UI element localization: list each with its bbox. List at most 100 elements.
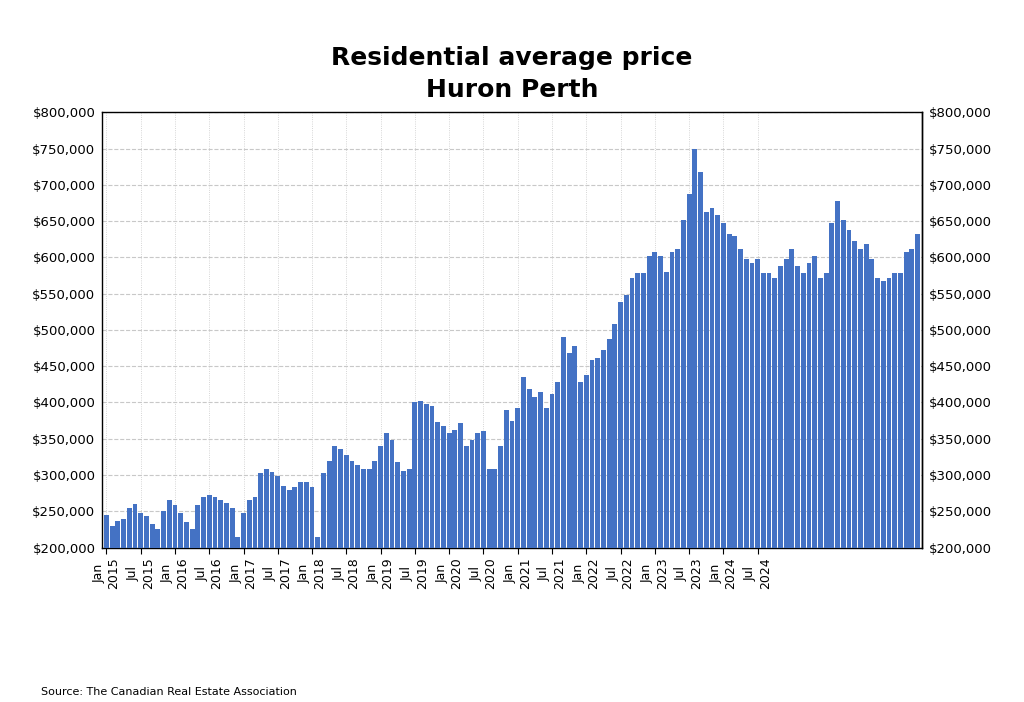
Bar: [253, 497, 257, 693]
Bar: [110, 526, 115, 693]
Bar: [836, 201, 840, 693]
Bar: [161, 511, 166, 693]
Bar: [361, 469, 366, 693]
Bar: [384, 433, 389, 693]
Text: Residential average price: Residential average price: [332, 46, 692, 70]
Bar: [430, 406, 434, 693]
Bar: [606, 338, 611, 693]
Bar: [715, 216, 720, 693]
Bar: [756, 259, 760, 693]
Bar: [670, 251, 675, 693]
Bar: [652, 251, 657, 693]
Bar: [687, 194, 691, 693]
Bar: [389, 440, 394, 693]
Bar: [783, 259, 788, 693]
Bar: [681, 220, 686, 693]
Bar: [635, 273, 640, 693]
Bar: [424, 404, 429, 693]
Bar: [539, 392, 543, 693]
Bar: [224, 503, 228, 693]
Bar: [446, 433, 452, 693]
Bar: [304, 482, 309, 693]
Bar: [475, 433, 480, 693]
Text: Huron Perth: Huron Perth: [426, 78, 598, 102]
Bar: [150, 524, 155, 693]
Bar: [624, 295, 629, 693]
Bar: [812, 256, 817, 693]
Bar: [116, 521, 120, 693]
Bar: [532, 397, 538, 693]
Bar: [281, 486, 286, 693]
Bar: [904, 251, 908, 693]
Bar: [493, 469, 498, 693]
Bar: [601, 350, 606, 693]
Bar: [338, 449, 343, 693]
Bar: [172, 505, 177, 693]
Bar: [876, 278, 880, 693]
Bar: [229, 508, 234, 693]
Bar: [915, 234, 920, 693]
Bar: [555, 382, 560, 693]
Bar: [327, 461, 332, 693]
Bar: [367, 469, 372, 693]
Bar: [590, 360, 594, 693]
Bar: [761, 273, 766, 693]
Bar: [698, 172, 702, 693]
Bar: [498, 446, 503, 693]
Bar: [743, 259, 749, 693]
Bar: [121, 519, 126, 693]
Bar: [566, 353, 571, 693]
Bar: [864, 244, 868, 693]
Bar: [909, 249, 914, 693]
Bar: [435, 422, 440, 693]
Bar: [407, 469, 412, 693]
Bar: [287, 489, 292, 693]
Bar: [464, 446, 469, 693]
Bar: [144, 517, 148, 693]
Bar: [692, 149, 697, 693]
Bar: [572, 346, 578, 693]
Bar: [247, 501, 252, 693]
Bar: [778, 266, 783, 693]
Bar: [241, 512, 246, 693]
Bar: [641, 273, 646, 693]
Bar: [218, 501, 223, 693]
Bar: [869, 259, 874, 693]
Bar: [167, 501, 172, 693]
Bar: [823, 273, 828, 693]
Bar: [132, 504, 137, 693]
Bar: [584, 375, 589, 693]
Bar: [561, 337, 566, 693]
Bar: [378, 446, 383, 693]
Bar: [344, 455, 349, 693]
Bar: [521, 377, 526, 693]
Bar: [309, 487, 314, 693]
Bar: [104, 515, 109, 693]
Bar: [189, 529, 195, 693]
Bar: [841, 220, 846, 693]
Bar: [293, 487, 297, 693]
Bar: [727, 234, 731, 693]
Bar: [526, 390, 531, 693]
Bar: [178, 512, 183, 693]
Bar: [550, 394, 554, 693]
Bar: [156, 529, 160, 693]
Bar: [486, 469, 492, 693]
Bar: [458, 423, 463, 693]
Bar: [481, 432, 485, 693]
Bar: [515, 409, 520, 693]
Bar: [196, 505, 201, 693]
Bar: [847, 230, 852, 693]
Bar: [322, 473, 326, 693]
Bar: [298, 482, 303, 693]
Bar: [818, 278, 823, 693]
Bar: [258, 473, 263, 693]
Bar: [612, 324, 617, 693]
Bar: [703, 213, 709, 693]
Bar: [470, 440, 474, 693]
Bar: [664, 272, 669, 693]
Bar: [207, 496, 212, 693]
Bar: [544, 409, 549, 693]
Bar: [510, 421, 514, 693]
Bar: [807, 263, 811, 693]
